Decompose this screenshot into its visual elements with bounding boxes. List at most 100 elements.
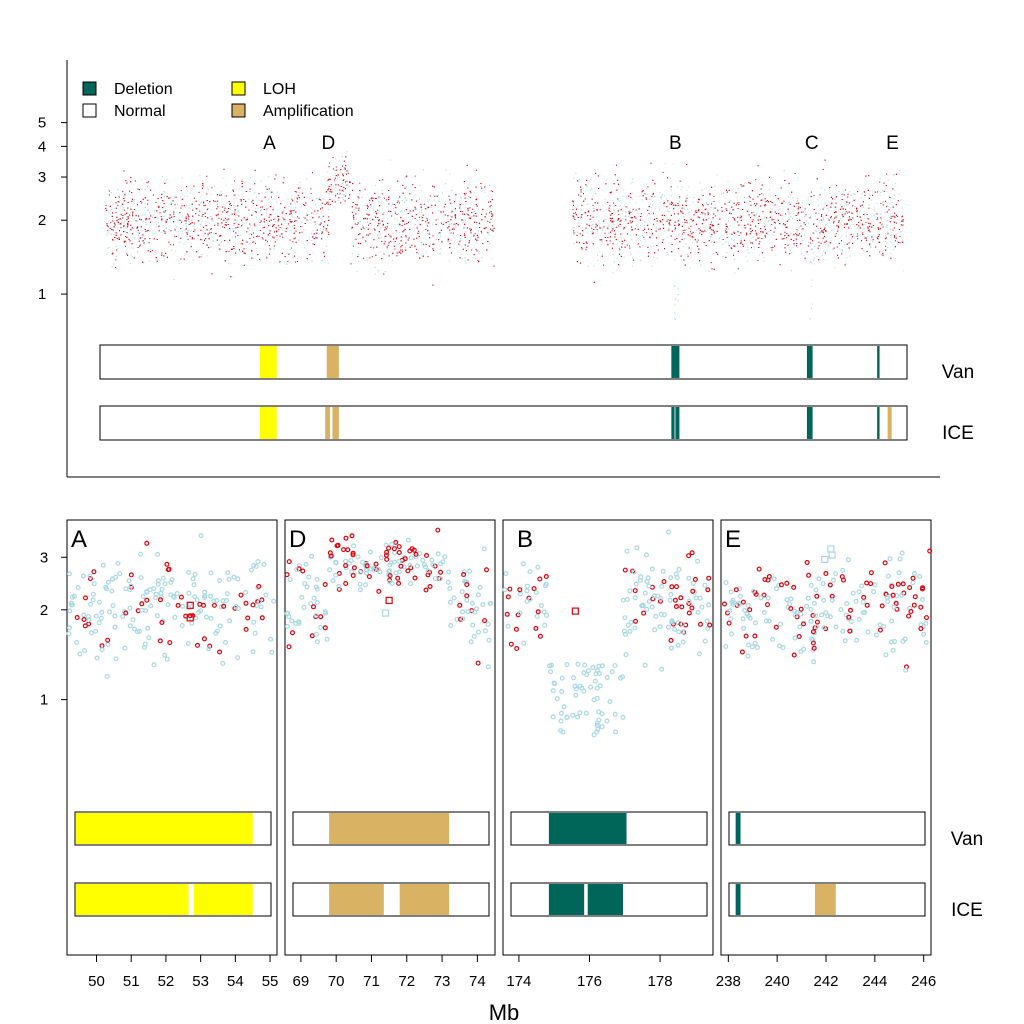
overview-point-series-b	[374, 237, 376, 239]
overview-point-series-b	[339, 177, 340, 179]
overview-point-series-b	[265, 244, 267, 246]
overview-point-series-b	[320, 218, 322, 220]
overview-point-series-b	[488, 234, 490, 236]
overview-point-series-b	[110, 209, 111, 211]
overview-point-series-b	[324, 199, 326, 201]
overview-point-series-b	[366, 204, 368, 206]
overview-point-series-b	[123, 222, 125, 224]
overview-point-series-b	[791, 270, 792, 272]
overview-point-series-b	[692, 202, 694, 204]
overview-point-series-b	[137, 220, 139, 222]
overview-point-series-b	[857, 227, 858, 229]
overview-point-series-b	[707, 215, 708, 217]
overview-point-series-b	[372, 218, 374, 220]
overview-point-series-b	[397, 223, 399, 225]
overview-point-series-b	[396, 219, 398, 221]
overview-point-series-b	[231, 228, 233, 230]
overview-point-series-b	[154, 210, 156, 212]
overview-point-series-b	[717, 209, 719, 211]
overview-point-series-b	[886, 242, 888, 244]
overview-point-series-b	[489, 184, 491, 186]
overview-point-series-b	[659, 220, 660, 222]
overview-point-series-b	[207, 235, 209, 237]
overview-point-series-b	[593, 265, 595, 267]
overview-point-series-b	[370, 224, 372, 226]
overview-point-series-b	[364, 205, 366, 206]
overview-point-series-b	[455, 224, 457, 226]
overview-point-series-b	[106, 253, 108, 255]
overview-point-series-b	[727, 181, 729, 183]
overview-point-series-b	[710, 207, 712, 208]
overview-point-series-b	[294, 219, 296, 221]
overview-point-series-b	[212, 240, 214, 242]
overview-point-series-b	[463, 182, 465, 184]
overview-point-series-b	[701, 199, 703, 201]
overview-point-series-b	[855, 186, 857, 188]
overview-point-series-b	[164, 230, 166, 232]
overview-point-series-b	[235, 205, 237, 207]
overview-point-series-b	[421, 211, 423, 213]
overview-point-series-b	[899, 232, 901, 234]
overview-point-series-b	[650, 245, 652, 247]
overview-point-series-b	[644, 221, 646, 223]
overview-point-series-b	[851, 201, 853, 203]
overview-point-series-b	[365, 242, 367, 244]
overview-point-series-b	[816, 256, 818, 257]
overview-point-series-b	[471, 260, 473, 262]
overview-point-series-b	[682, 224, 684, 226]
overview-point-series-b	[461, 245, 463, 247]
overview-point-series-b	[174, 196, 175, 198]
overview-point-series-b	[791, 252, 792, 253]
overview-point-series-b	[707, 218, 709, 220]
overview-point-series-b	[756, 213, 758, 214]
overview-point-series-b	[154, 251, 156, 253]
overview-point-series-b	[582, 213, 584, 215]
overview-point-series-b	[327, 208, 329, 210]
overview-point-series-b	[714, 233, 716, 235]
overview-point-series-b	[792, 227, 794, 229]
overview-point-series-b	[788, 220, 790, 222]
overview-point-series-b	[414, 229, 416, 231]
overview-point-series-b	[321, 259, 323, 261]
overview-point-series-b	[402, 237, 404, 238]
overview-point-series-b	[632, 257, 633, 259]
overview-point-series-b	[248, 233, 250, 235]
overview-point-series-b	[201, 239, 203, 241]
overview-point-series-b	[174, 211, 175, 213]
overview-point-series-b	[142, 236, 144, 238]
overview-point-series-b	[824, 237, 826, 239]
overview-point-series-b	[327, 236, 329, 238]
overview-point-series-b	[478, 240, 479, 242]
overview-point-series-b	[485, 215, 487, 217]
overview-point-series-b	[317, 217, 319, 219]
overview-point-series-b	[745, 227, 747, 228]
overview-point-series-b	[863, 206, 864, 208]
overview-point-series-b	[438, 232, 440, 234]
overview-point-series-b	[631, 238, 633, 240]
overview-point-series-b	[266, 256, 268, 257]
overview-point-series-b	[459, 244, 460, 246]
overview-point-series-b	[746, 260, 748, 262]
overview-point-series-b	[766, 204, 767, 206]
overview-point-series-b	[416, 226, 418, 228]
overview-point-series-b	[305, 215, 307, 216]
overview-point-series-b	[593, 207, 595, 209]
overview-point-series-b	[798, 227, 800, 229]
overview-point-series-b	[654, 207, 656, 209]
overview-point-series-b	[417, 253, 419, 255]
overview-point-series-b	[656, 223, 658, 225]
overview-point-series-b	[816, 230, 817, 232]
overview-point-series-b	[438, 194, 440, 196]
overview-point-series-b	[586, 222, 588, 224]
overview-point-series-b	[613, 223, 615, 225]
overview-point-series-b	[820, 187, 822, 189]
overview-point-series-b	[137, 234, 139, 236]
overview-point-series-b	[620, 199, 622, 201]
overview-point-series-b	[811, 279, 813, 281]
overview-point-series-b	[666, 198, 667, 200]
overview-point-series-b	[333, 182, 335, 184]
overview-point-series-b	[642, 234, 644, 236]
overview-point-series-b	[458, 193, 460, 195]
overview-point-series-b	[277, 191, 278, 193]
overview-point-series-b	[606, 178, 608, 180]
